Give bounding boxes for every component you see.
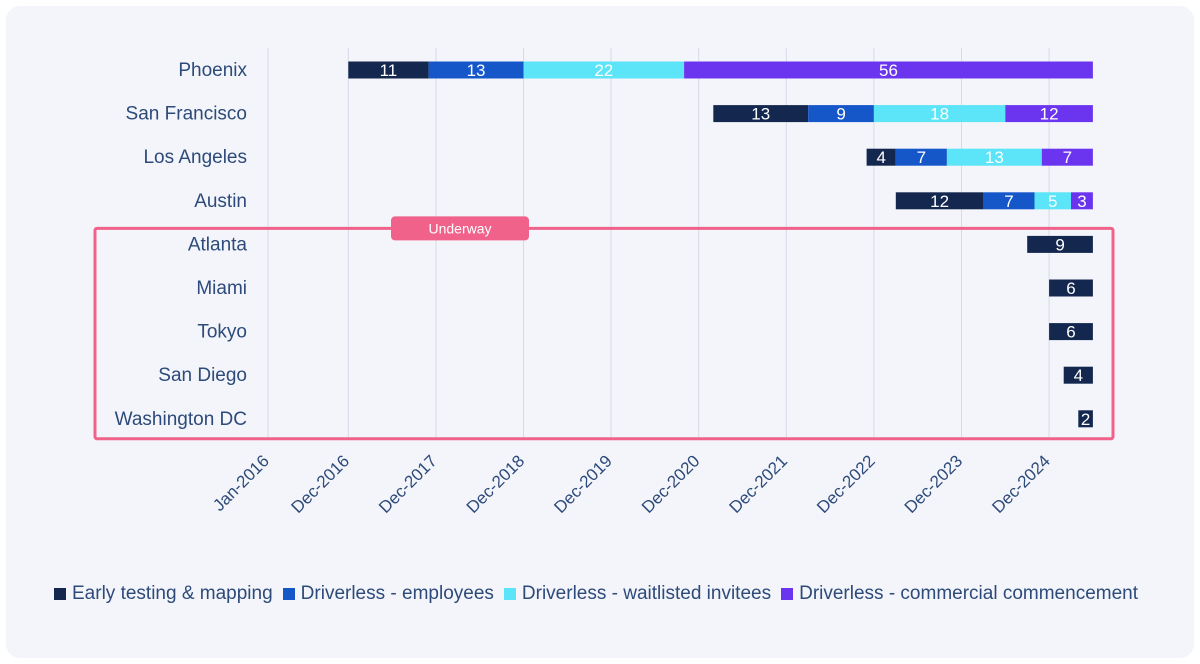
x-tick-label: Jan-2016 (209, 451, 273, 515)
row-label: Tokyo (197, 322, 247, 343)
bar-segment (873, 105, 1006, 123)
bar-segment (983, 192, 1035, 210)
bar-value-label: 2 (1081, 410, 1090, 429)
bar-value-label: 6 (1066, 323, 1075, 342)
legend-item: Driverless - commercial commencement (781, 583, 1138, 605)
legend-item: Driverless - waitlisted invitees (503, 583, 772, 605)
x-tick-label: Dec-2021 (726, 451, 792, 517)
bar-segment (713, 105, 809, 123)
row-label: Phoenix (178, 60, 247, 81)
underway-box (93, 226, 1115, 441)
bar-value-label: 6 (1066, 279, 1075, 298)
bar-segment (946, 148, 1042, 166)
bar-value-label: 18 (930, 105, 949, 124)
bar-value-label: 13 (467, 61, 486, 80)
legend-item: Early testing & mapping (54, 583, 273, 605)
bar-segment (866, 148, 896, 166)
bar-segment (1078, 410, 1093, 428)
bar-value-label: 13 (751, 105, 770, 124)
row-label: San Francisco (126, 104, 247, 125)
bar-segment (1027, 235, 1093, 253)
legend: Early testing & mapping Driverless - empl… (54, 583, 1148, 605)
underway-annotation: Underway (93, 216, 1115, 441)
legend-swatch (781, 588, 794, 600)
legend-swatch (282, 588, 295, 600)
bar-value-label: 12 (930, 192, 949, 211)
bar-segment (1049, 279, 1093, 297)
underway-label: Underway (428, 220, 491, 236)
row-label: Los Angeles (143, 147, 247, 168)
bar-value-label: 7 (917, 148, 926, 167)
legend-label: Driverless - commercial commencement (799, 583, 1138, 604)
bar-segment (1041, 148, 1093, 166)
legend-label: Early testing & mapping (72, 583, 273, 604)
bar-value-label: 7 (1004, 192, 1013, 211)
bar-segment (1071, 192, 1093, 210)
bar-value-label: 3 (1077, 192, 1086, 211)
bar-segment (1005, 105, 1093, 123)
legend-swatch (54, 588, 66, 600)
row-label: Austin (194, 191, 247, 212)
row-label: Miami (196, 278, 247, 299)
x-tick-label: Dec-2024 (988, 451, 1054, 517)
x-tick-label: Dec-2016 (288, 451, 354, 517)
x-tick-label: Dec-2023 (901, 451, 967, 517)
bar-value-label: 12 (1040, 105, 1059, 124)
bar-segment (808, 105, 874, 123)
bar-value-label: 13 (985, 148, 1004, 167)
bar-segment (1034, 192, 1071, 210)
bar-segment (523, 61, 685, 79)
x-tick-label: Dec-2022 (813, 451, 879, 517)
bar-value-label: 7 (1063, 148, 1072, 167)
x-tick-label: Dec-2017 (375, 451, 441, 517)
bar-segment (895, 148, 947, 166)
bar-value-label: 9 (836, 105, 845, 124)
legend-label: Driverless - waitlisted invitees (521, 583, 772, 604)
bar-value-label: 56 (879, 61, 898, 80)
row-label: San Diego (158, 365, 247, 386)
underway-tag (391, 216, 529, 241)
bar-value-label: 4 (1074, 366, 1083, 385)
bar-value-label: 9 (1055, 235, 1064, 254)
x-axis-ticks: Jan-2016 Dec-2016 Dec-2017 Dec-2018 Dec-2019… (209, 451, 1054, 517)
row-label: Atlanta (188, 234, 248, 255)
bar-segment (1063, 366, 1093, 384)
row-label: Washington DC (115, 409, 247, 430)
bar-value-label: 11 (380, 61, 398, 80)
x-tick-label: Dec-2020 (638, 451, 704, 517)
bar-segment (428, 61, 524, 79)
legend-label: Driverless - employees (300, 583, 494, 604)
bar-segment (895, 192, 984, 210)
bar-value-label: 4 (876, 148, 885, 167)
bar-segment (684, 61, 1093, 79)
legend-swatch (503, 588, 516, 600)
bar-value-label: 5 (1048, 192, 1057, 211)
legend-item: Driverless - employees (282, 583, 494, 605)
bar-segment (1049, 323, 1093, 341)
x-tick-label: Dec-2019 (550, 451, 616, 517)
x-tick-label: Dec-2018 (463, 451, 529, 517)
bar-segment (348, 61, 429, 79)
bar-value-label: 22 (594, 61, 613, 80)
